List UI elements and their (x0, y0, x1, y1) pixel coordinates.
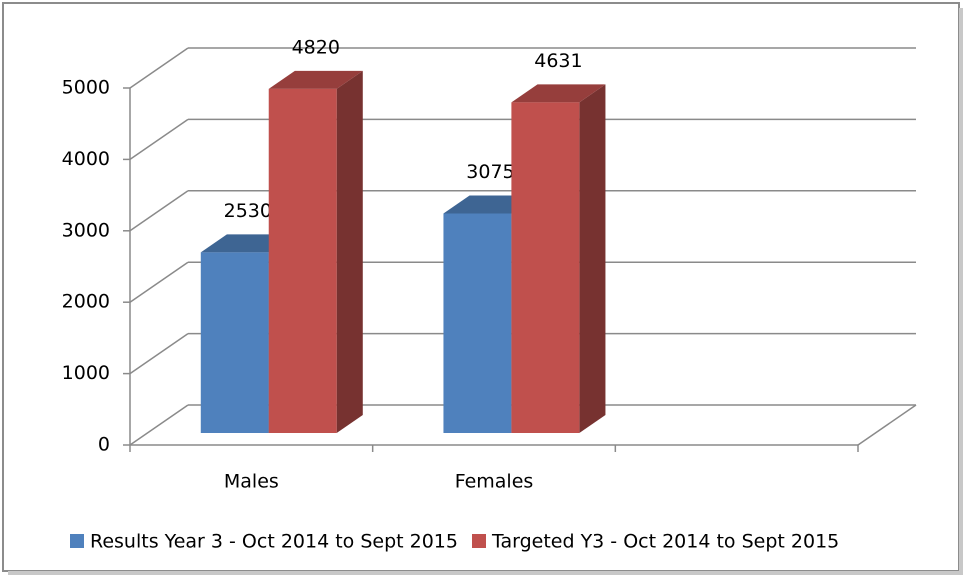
grid-line (129, 332, 189, 375)
y-tick-label: 3000 (62, 219, 110, 241)
y-tick-label: 5000 (62, 77, 110, 99)
legend-label: Targeted Y3 - Oct 2014 to Sept 2015 (491, 531, 839, 553)
bar-front (268, 88, 337, 434)
y-tick-label: 1000 (62, 362, 110, 384)
x-tick-label: Females (455, 471, 534, 493)
bar-top (511, 84, 606, 103)
floor-edge (857, 404, 917, 446)
y-tick-label: 4000 (62, 148, 110, 170)
y-tick-label: 0 (98, 434, 110, 456)
bar-front (200, 252, 269, 433)
data-label: 4820 (292, 36, 340, 58)
grid-line (129, 190, 189, 232)
grid-line (129, 47, 189, 89)
bar-front (443, 213, 512, 433)
grid-line (129, 404, 189, 446)
grid-line (129, 261, 189, 303)
data-label: 4631 (534, 50, 582, 72)
data-label: 3075 (466, 161, 514, 183)
grid-line (129, 118, 189, 161)
bar (268, 70, 363, 434)
bar-side (579, 84, 606, 433)
bar-side (336, 70, 363, 434)
frame-shadow (8, 571, 963, 575)
bar-front (511, 102, 580, 433)
x-tick-label: Males (224, 471, 279, 493)
frame-shadow (959, 8, 963, 574)
data-label: 2530 (224, 200, 272, 222)
bar (511, 84, 606, 433)
legend-label: Results Year 3 - Oct 2014 to Sept 2015 (90, 531, 458, 553)
legend-swatch (70, 534, 84, 548)
bar-top (268, 70, 363, 89)
y-tick-label: 2000 (62, 291, 110, 313)
legend-swatch (472, 534, 486, 548)
